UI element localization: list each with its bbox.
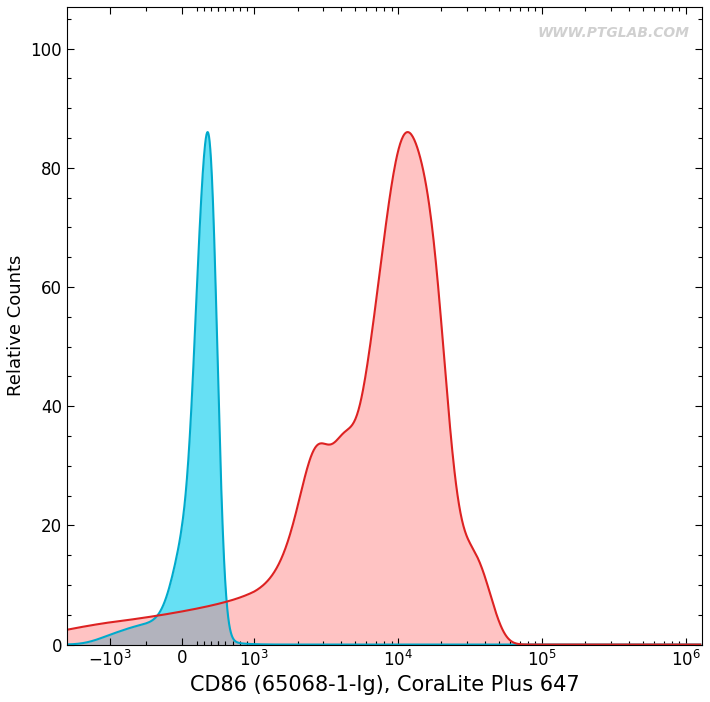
X-axis label: CD86 (65068-1-Ig), CoraLite Plus 647: CD86 (65068-1-Ig), CoraLite Plus 647 — [190, 675, 579, 695]
Text: WWW.PTGLAB.COM: WWW.PTGLAB.COM — [537, 26, 689, 40]
Y-axis label: Relative Counts: Relative Counts — [7, 255, 25, 397]
